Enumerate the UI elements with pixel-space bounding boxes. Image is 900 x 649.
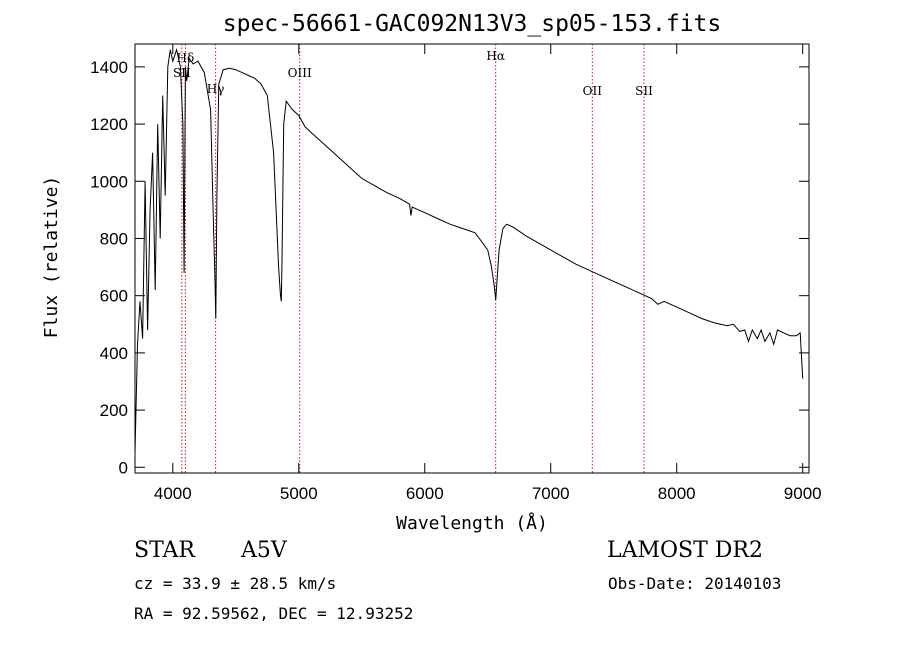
- x-tick-label: 7000: [532, 484, 570, 503]
- x-tick-label: 9000: [784, 484, 822, 503]
- survey-name: LAMOST DR2: [607, 538, 763, 563]
- spectrum-chart: spec-56661-GAC092N13V3_sp05-153.fits Hδ S…: [41, 11, 822, 534]
- spectral-subclass: A5V: [241, 538, 287, 563]
- x-axis-label: Wavelength (Å): [396, 512, 548, 534]
- y-tick-label: 200: [100, 401, 128, 420]
- spectrum-line: [134, 47, 804, 454]
- spectral-line-label: Hα: [486, 49, 505, 63]
- y-tick-label: 1400: [90, 58, 128, 77]
- x-axis-ticks: 4000 5000 6000 7000 8000 9000: [154, 44, 822, 503]
- object-type: STAR: [134, 538, 195, 563]
- y-tick-label: 0: [119, 458, 128, 477]
- sky-coordinates: RA = 92.59562, DEC = 12.93252: [134, 604, 414, 623]
- x-tick-label: 8000: [658, 484, 696, 503]
- y-axis-ticks: 0 200 400 600 800 1000 1200 1400: [90, 58, 809, 477]
- y-tick-label: 400: [100, 344, 128, 363]
- y-axis-label: Flux (relative): [41, 176, 62, 339]
- x-tick-label: 5000: [280, 484, 318, 503]
- x-tick-label: 6000: [406, 484, 444, 503]
- observation-date: Obs-Date: 20140103: [608, 574, 782, 593]
- plot-frame: [134, 43, 810, 474]
- spectral-line-label: Hγ: [207, 82, 225, 96]
- y-tick-label: 1000: [90, 172, 128, 191]
- x-tick-label: 4000: [154, 484, 192, 503]
- spectral-line-label: OIII: [288, 66, 312, 80]
- y-tick-label: 800: [100, 229, 128, 248]
- y-tick-label: 600: [100, 287, 128, 306]
- spectral-line-label: SII: [635, 84, 653, 98]
- spectral-line-label: Hδ: [177, 51, 195, 65]
- chart-title: spec-56661-GAC092N13V3_sp05-153.fits: [223, 11, 722, 37]
- redshift-velocity: cz = 33.9 ± 28.5 km/s: [134, 574, 337, 593]
- spectral-line-label: OII: [583, 84, 603, 98]
- y-tick-label: 1200: [90, 115, 128, 134]
